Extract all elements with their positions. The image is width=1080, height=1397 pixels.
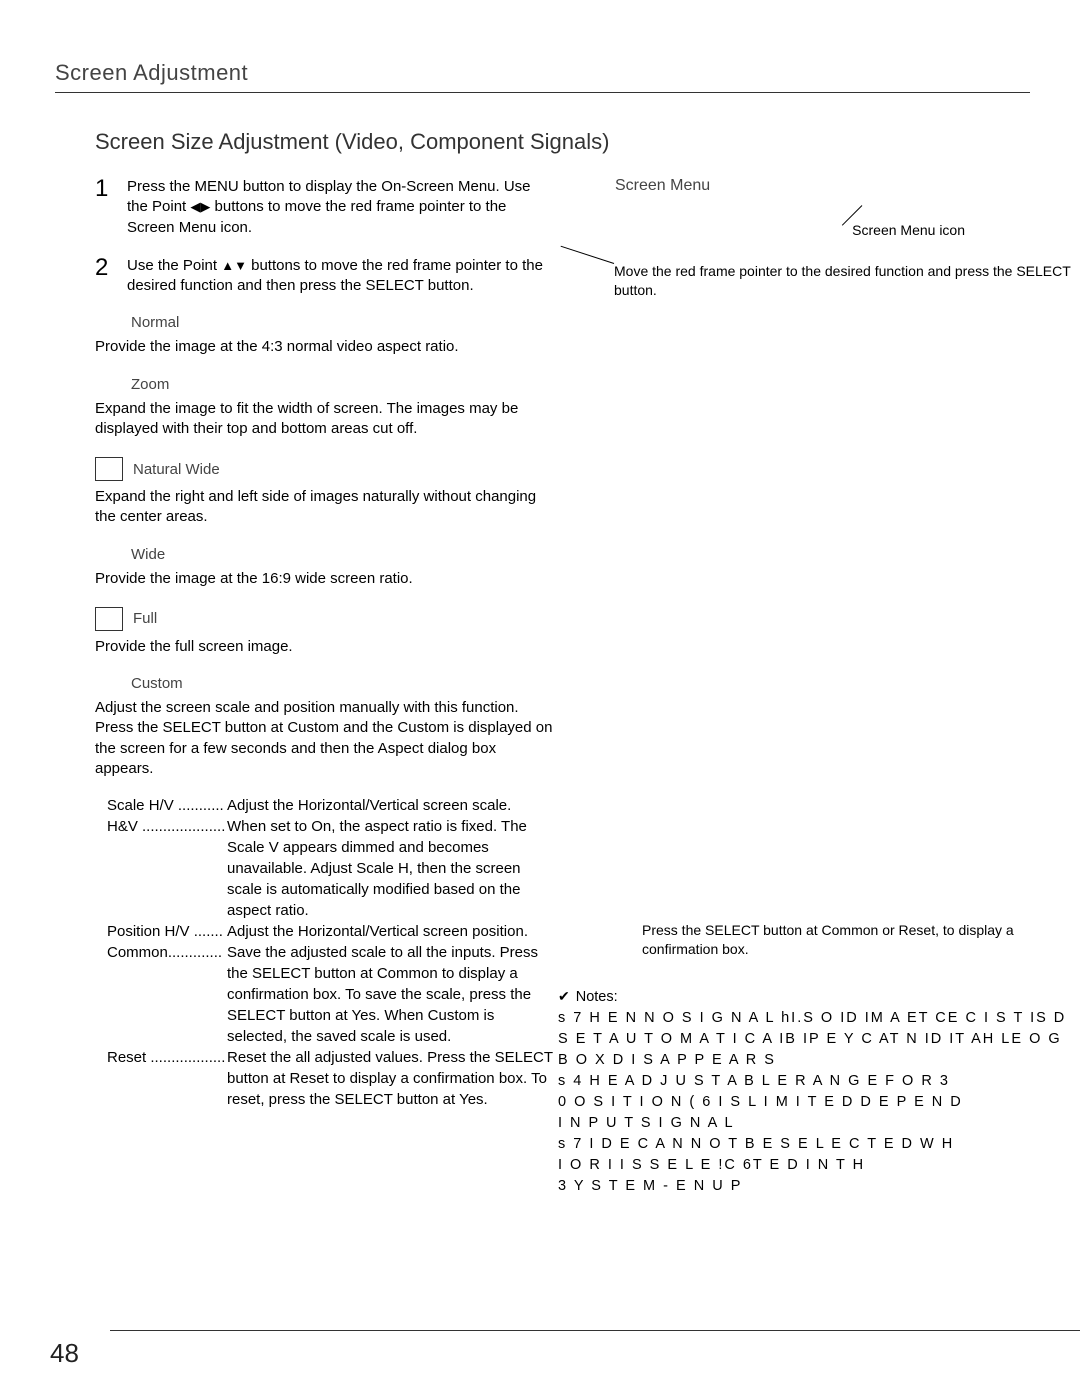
sub-naturalwide-body: Expand the right and left side of images… [95,487,555,528]
dl-term: H&V .................... [107,816,227,921]
step-text: Use the Point buttons to move the red fr… [127,256,555,297]
step2-text-a: Use the Point [127,257,221,274]
notes-line: s 7 I D E C A N N O T B E S E L E C T E … [558,1136,954,1152]
page-header: Screen Adjustment [55,60,1030,93]
sub-normal-label: Normal [131,314,555,331]
dl-term: Common............. [107,942,227,1047]
notes-line: 0 O S I T I O N ( 6 I S L I M I T E D D … [558,1094,963,1110]
dl-term: Reset .................. [107,1047,227,1110]
dl-term: Scale H/V ........... [107,795,227,816]
dl-def: Reset the all adjusted values. Press the… [227,1047,555,1110]
dl-def: Adjust the Horizontal/Vertical screen sc… [227,795,555,816]
notes-line: s 4 H E A D J U S T A B L E R A N G E F … [558,1073,950,1089]
dl-row: Scale H/V ........... Adjust the Horizon… [107,795,555,816]
notes-line: I O R I I S S E L E !C 6T E D I N T H [558,1157,865,1173]
sub-full-label: Full [133,610,157,627]
step-number: 2 [95,256,127,297]
dl-row: Common............. Save the adjusted sc… [107,942,555,1047]
right-column: Screen Menu [575,177,1030,1110]
sub-wide-body: Provide the image at the 16:9 wide scree… [95,569,555,589]
sub-zoom-label: Zoom [131,376,555,393]
dl-def: When set to On, the aspect ratio is fixe… [227,816,555,921]
check-icon [558,989,576,1005]
step-number: 1 [95,177,127,238]
sub-normal-body: Provide the image at the 4:3 normal vide… [95,337,555,357]
dl-row: Position H/V ....... Adjust the Horizont… [107,921,555,942]
sub-full-body: Provide the full screen image. [95,637,555,657]
page-number: 48 [50,1338,79,1369]
sub-wide-label: Wide [131,546,555,563]
sub-naturalwide-row: Natural Wide [95,457,555,481]
naturalwide-icon [95,457,123,481]
dl-def: Save the adjusted scale to all the input… [227,942,555,1047]
screen-menu-icon-label: Screen Menu icon [852,222,965,238]
sub-zoom-body: Expand the image to fit the width of scr… [95,399,555,440]
sub-naturalwide-label: Natural Wide [133,461,220,478]
notes-line: 3 Y S T E M - E N U P [558,1178,742,1194]
notes-block: Notes: s 7 H E N N O S I G N A L hI.S O … [558,986,1075,1197]
dl-row: Reset .................. Reset the all a… [107,1047,555,1110]
dl-row: H&V .................... When set to On,… [107,816,555,921]
left-column: 1 Press the MENU button to display the O… [95,177,575,1110]
common-reset-note: Press the SELECT button at Common or Res… [642,921,1080,959]
notes-line: s 7 H E N N O S I G N A L hI.S O ID IM A… [558,1010,1066,1026]
move-pointer-note: Move the red frame pointer to the desire… [614,262,1080,300]
step-2: 2 Use the Point buttons to move the red … [95,256,555,297]
full-icon [95,607,123,631]
footer-rule [110,1330,1080,1331]
notes-lead: Notes: [576,989,618,1005]
step-1: 1 Press the MENU button to display the O… [95,177,555,238]
sub-full-row: Full [95,607,555,631]
notes-line: B O X D I S A P P E A R S [558,1052,776,1068]
dl-def: Adjust the Horizontal/Vertical screen po… [227,921,555,942]
section-title: Screen Size Adjustment (Video, Component… [95,129,1030,155]
screen-menu-title: Screen Menu [615,177,1030,195]
point-lr-icon [190,198,210,215]
point-ud-icon [221,257,247,274]
dl-term: Position H/V ....... [107,921,227,942]
sub-custom-label: Custom [131,675,555,692]
step-text: Press the MENU button to display the On-… [127,177,555,238]
sub-custom-body: Adjust the screen scale and position man… [95,698,555,779]
notes-line: S E T A U T O M A T I C A IB IP E Y C AT… [558,1031,1062,1047]
notes-line: I N P U T S I G N A L [558,1115,735,1131]
